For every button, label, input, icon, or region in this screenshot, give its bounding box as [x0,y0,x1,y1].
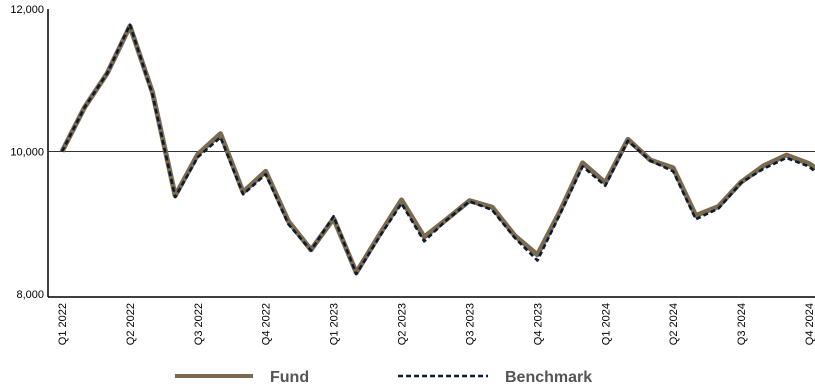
legend-benchmark-label: Benchmark [505,369,592,386]
x-tick-label: Q4 2022 [261,303,273,345]
y-tick-labels: 8,000 10,000 12,000 [10,4,44,301]
x-tick-label: Q2 2022 [125,303,137,345]
fund-series-line [59,23,815,276]
legend: Fund Benchmark [175,369,592,386]
x-tick-label: Q3 2022 [193,303,205,345]
y-tick-label: 10,000 [10,147,44,159]
x-tick-label: Q3 2024 [736,303,748,345]
y-tick-label: 8,000 [16,289,44,301]
series-lines [59,23,815,276]
legend-fund-label: Fund [270,369,309,386]
x-tick-label: Q4 2023 [532,303,544,345]
x-tick-labels: Q1 2022 Q2 2022 Q3 2022 Q4 2022 Q1 2023 Q2 20… [57,303,815,345]
x-tick-label: Q1 2022 [57,303,69,345]
x-tick-label: Q3 2023 [464,303,476,345]
x-tick-label: Q4 2024 [804,303,815,345]
x-tick-label: Q2 2024 [668,303,680,345]
benchmark-series-line [60,23,815,276]
x-tick-label: Q2 2023 [397,303,409,345]
x-tick-label: Q1 2023 [329,303,341,345]
x-tick-label: Q1 2024 [600,303,612,345]
y-tick-label: 12,000 [10,4,44,16]
axes [47,9,815,298]
